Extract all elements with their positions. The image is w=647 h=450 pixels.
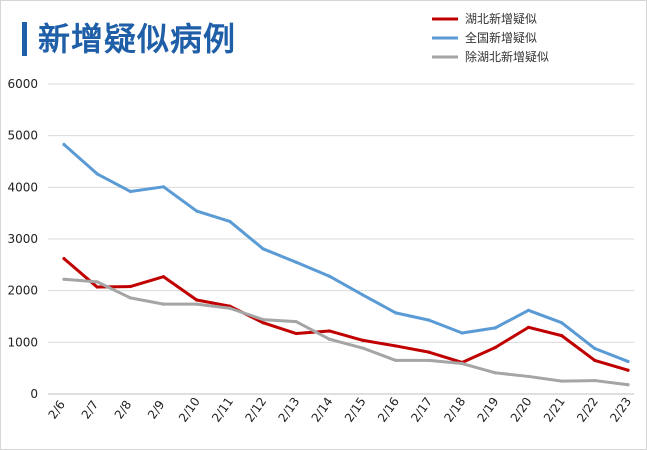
x-tick-label: 2/20 xyxy=(508,395,535,425)
x-tick-label: 2/21 xyxy=(541,395,568,425)
legend-label-1: 全国新增疑似 xyxy=(465,30,537,45)
data-point xyxy=(626,359,630,364)
data-point xyxy=(327,329,332,333)
series-line-2 xyxy=(62,277,630,387)
data-point xyxy=(128,296,132,300)
x-tick-label: 2/10 xyxy=(176,395,203,425)
data-point xyxy=(593,346,597,351)
x-tick-label: 2/18 xyxy=(441,395,468,425)
data-point xyxy=(394,358,398,363)
data-point xyxy=(560,379,564,383)
x-tick-label: 2/13 xyxy=(275,395,302,425)
data-point xyxy=(294,260,298,264)
y-tick-label: 1000 xyxy=(7,335,38,349)
data-point xyxy=(493,345,497,350)
data-point xyxy=(460,331,464,335)
data-point xyxy=(327,337,332,341)
data-point xyxy=(593,378,597,383)
y-axis-ticks: 0 1000 2000 3000 4000 5000 6000 xyxy=(7,77,38,401)
data-point xyxy=(460,361,464,366)
data-point xyxy=(626,368,630,372)
data-point xyxy=(195,209,199,213)
data-point xyxy=(526,325,531,329)
x-tick-label: 2/22 xyxy=(574,395,601,425)
series-lines xyxy=(62,142,630,387)
x-axis-ticks: 2/6 2/7 2/8 2/9 2/10 2/11 2/12 2/13 2/14 2/15 2/16… xyxy=(45,395,634,425)
x-tick-label: 2/6 xyxy=(45,398,68,422)
data-point xyxy=(228,306,232,310)
y-tick-label: 5000 xyxy=(7,129,38,143)
data-point xyxy=(327,274,332,278)
x-tick-label: 2/11 xyxy=(209,395,236,425)
data-point xyxy=(62,142,66,147)
data-point xyxy=(360,346,365,350)
x-tick-label: 2/7 xyxy=(79,398,102,422)
y-tick-label: 6000 xyxy=(7,77,38,91)
data-point xyxy=(493,371,497,375)
x-tick-label: 2/9 xyxy=(145,398,168,422)
x-tick-label: 2/23 xyxy=(607,395,634,425)
data-point xyxy=(593,358,597,363)
data-point xyxy=(526,374,531,379)
data-point xyxy=(560,334,564,338)
y-tick-label: 0 xyxy=(30,387,38,401)
data-point xyxy=(161,185,166,189)
x-tick-label: 2/15 xyxy=(342,395,369,425)
x-tick-label: 2/14 xyxy=(309,395,336,425)
x-tick-label: 2/16 xyxy=(375,395,402,425)
data-point xyxy=(161,275,166,279)
data-point xyxy=(261,321,265,325)
data-point xyxy=(526,308,531,312)
data-point xyxy=(95,285,99,289)
data-point xyxy=(228,219,232,224)
data-point xyxy=(294,320,298,324)
data-point xyxy=(261,318,265,322)
chart-title: 新增疑似病例 xyxy=(38,20,237,58)
data-point xyxy=(394,344,398,348)
data-point xyxy=(294,331,298,336)
series-line-1 xyxy=(62,142,630,363)
title-accent-bar xyxy=(22,22,27,56)
data-point xyxy=(62,277,66,281)
data-point xyxy=(95,172,99,176)
y-tick-label: 4000 xyxy=(7,180,38,194)
data-point xyxy=(95,280,99,284)
data-point xyxy=(394,311,398,315)
data-point xyxy=(360,293,365,297)
y-tick-label: 3000 xyxy=(7,232,38,246)
data-point xyxy=(560,321,564,325)
data-point xyxy=(427,318,431,322)
x-tick-label: 2/12 xyxy=(242,395,269,425)
y-tick-label: 2000 xyxy=(7,284,38,298)
data-point xyxy=(128,284,132,289)
data-point xyxy=(427,358,431,363)
x-tick-label: 2/17 xyxy=(408,395,435,425)
data-point xyxy=(161,302,166,306)
data-point xyxy=(427,350,431,354)
gridlines xyxy=(48,83,634,395)
data-point xyxy=(360,338,365,342)
data-point xyxy=(626,383,630,387)
data-point xyxy=(261,247,265,251)
data-point xyxy=(128,189,132,194)
data-point xyxy=(195,298,199,302)
legend-label-0: 湖北新增疑似 xyxy=(465,11,537,26)
x-tick-label: 2/8 xyxy=(112,398,135,422)
legend-label-2: 除湖北新增疑似 xyxy=(465,49,549,64)
data-point xyxy=(62,257,66,261)
x-tick-label: 2/19 xyxy=(475,395,502,425)
data-point xyxy=(493,326,497,330)
series-line-0 xyxy=(62,257,630,372)
data-point xyxy=(195,302,199,306)
